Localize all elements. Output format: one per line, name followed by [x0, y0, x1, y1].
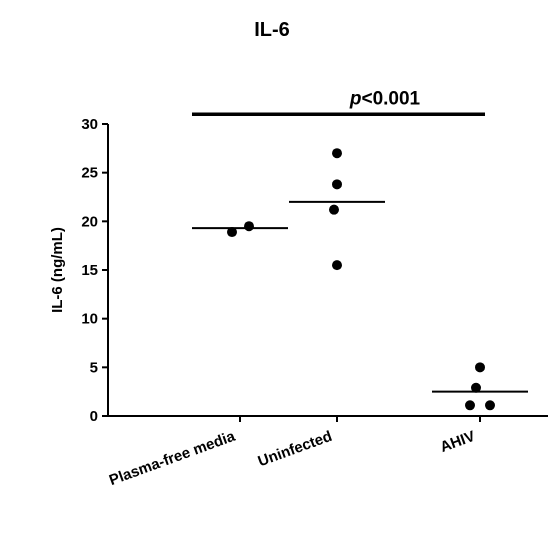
significance-annotation: p<0.001: [192, 88, 485, 117]
significance-label: p<0.001: [349, 88, 421, 109]
data-point: [227, 227, 237, 238]
y-tick-label: 15: [81, 262, 98, 279]
data-point: [475, 362, 485, 373]
y-tick-label: 20: [81, 213, 98, 230]
data-point: [485, 400, 495, 411]
p-value: <0.001: [361, 88, 420, 109]
y-tick-label: 25: [81, 165, 98, 182]
y-tick-label: 0: [90, 408, 98, 425]
data-point: [332, 179, 342, 190]
chart-title: IL-6: [254, 19, 290, 41]
p-symbol: p: [349, 88, 362, 109]
y-axis-label: IL-6 (ng/mL): [49, 227, 66, 313]
y-tick-label: 10: [81, 311, 98, 328]
y-axis: 0 5 10 15 20 25 30: [81, 116, 109, 425]
y-tick-label: 30: [81, 116, 98, 133]
x-axis: Plasma-free media Uninfected AHIV: [107, 415, 548, 490]
data-point: [329, 204, 339, 215]
data-point: [244, 221, 254, 232]
data-point: [471, 382, 481, 393]
data-marks: [192, 148, 528, 411]
x-tick-label: AHIV: [438, 428, 477, 456]
x-tick-label: Plasma-free media: [107, 428, 238, 490]
data-point: [465, 400, 475, 411]
data-point: [332, 260, 342, 271]
y-tick-label: 5: [90, 359, 98, 376]
x-tick-label: Uninfected: [256, 428, 335, 470]
data-point: [332, 148, 342, 159]
